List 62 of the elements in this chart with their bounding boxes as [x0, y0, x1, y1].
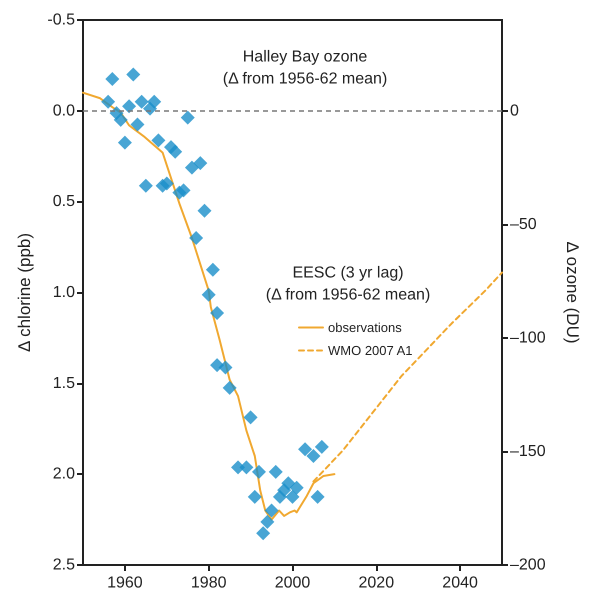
point: [122, 99, 136, 114]
point: [168, 144, 182, 159]
point: [310, 490, 325, 504]
point: [198, 204, 212, 218]
point: [180, 110, 195, 125]
x-tick-label: 1980: [190, 574, 227, 592]
y-axis-title: Δ chlorine (ppb): [15, 232, 34, 352]
legend-title: EESC (3 yr lag) (Δ from 1956-62 mean): [266, 264, 430, 304]
point: [130, 117, 144, 132]
point: [101, 94, 116, 109]
point: [176, 183, 191, 198]
point: [134, 94, 149, 109]
point: [193, 156, 208, 170]
y-tick-label: 2.5: [52, 556, 76, 574]
point: [256, 526, 270, 540]
point: [298, 442, 312, 456]
x-tick-label: 2000: [274, 574, 310, 592]
legend-label: WMO 2007 A1: [328, 343, 413, 358]
point: [126, 68, 140, 82]
point: [244, 410, 258, 424]
point: [147, 94, 162, 109]
y2-tick-label: –200: [510, 556, 546, 574]
point: [222, 380, 237, 395]
point: [114, 112, 128, 127]
y-tick-label: 2.0: [52, 466, 76, 483]
point: [260, 514, 274, 529]
y-tick-label: 0.5: [52, 193, 76, 210]
point: [252, 464, 266, 479]
y-tick-label: 0.0: [52, 102, 76, 120]
point: [138, 178, 153, 193]
point: [105, 72, 120, 86]
point: [264, 504, 279, 518]
point: [306, 449, 320, 463]
point: [210, 306, 224, 320]
y2-tick-label: –100: [510, 329, 546, 346]
point: [248, 490, 262, 504]
point: [160, 176, 174, 190]
point: [202, 288, 216, 302]
point: [268, 464, 283, 479]
x-tick-label: 1960: [107, 574, 143, 592]
point: [218, 360, 232, 374]
point: [281, 476, 296, 490]
point: [239, 460, 254, 474]
y-tick-label: 1.0: [52, 284, 76, 301]
y-tick-label: -0.5: [47, 12, 76, 28]
y2-tick-label: 0: [510, 102, 519, 120]
point: [314, 440, 329, 454]
point: [286, 490, 300, 504]
y2-axis-title: Δ ozone (DU): [563, 241, 582, 344]
y-tick-label: 1.5: [52, 374, 76, 392]
point: [184, 160, 199, 175]
annotation: Halley Bay ozone (Δ from 1956-62 mean): [222, 48, 388, 88]
x-tick-label: 2020: [358, 574, 394, 592]
x-tick-label: 2040: [442, 574, 478, 592]
point: [151, 133, 166, 148]
legend-label: observations: [328, 320, 402, 335]
point: [290, 480, 304, 495]
point: [189, 231, 204, 245]
point: [206, 262, 220, 277]
y2-tick-label: –50: [510, 216, 537, 233]
y2-tick-label: –150: [510, 442, 546, 460]
point: [118, 136, 132, 150]
